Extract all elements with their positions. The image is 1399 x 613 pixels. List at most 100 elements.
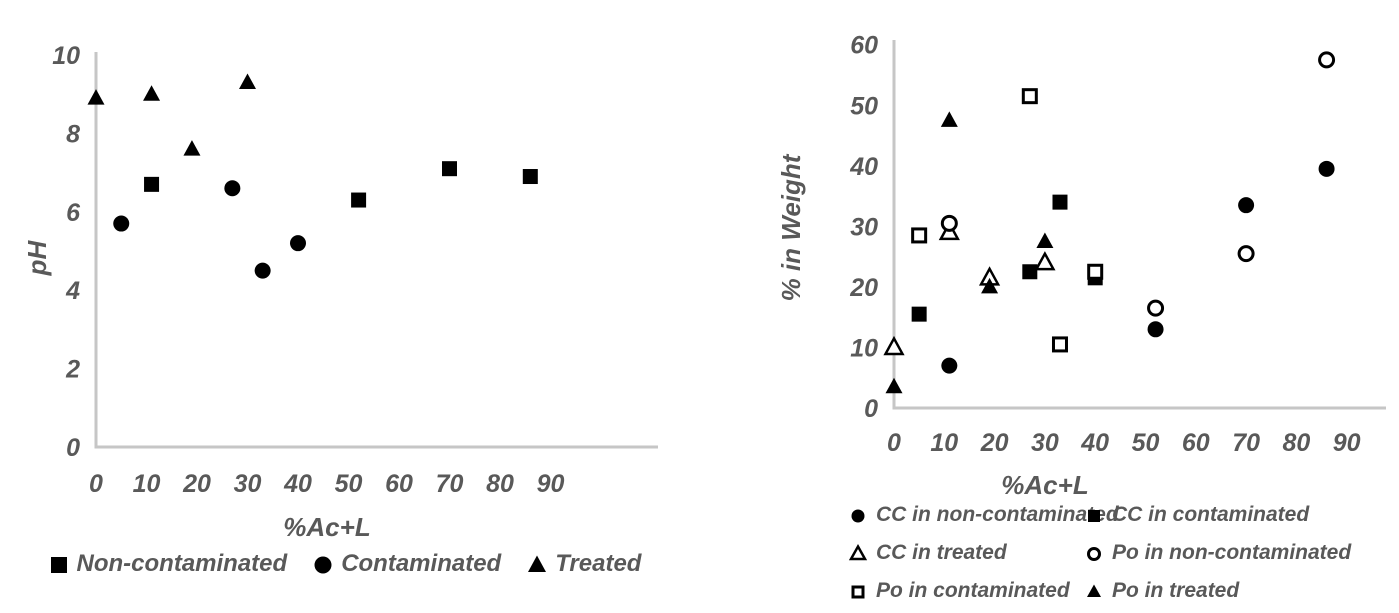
y-tick-label: 30	[850, 213, 878, 241]
filled-square-marker	[50, 557, 67, 573]
filled-circle-marker	[941, 357, 958, 374]
series-cc-in-non-contaminated	[941, 160, 1335, 374]
x-tick-label: 10	[133, 470, 161, 498]
legend-item-po-in-contaminated: Po in contaminated	[848, 579, 1084, 603]
legend-label: Po in treated	[1112, 579, 1240, 602]
filled-circle-marker	[290, 235, 306, 252]
filled-square-marker	[1088, 510, 1100, 522]
open-circle-marker	[1147, 299, 1165, 317]
legend-label: Po in contaminated	[876, 579, 1070, 602]
weight-chart: 0 10 20 30 40 50 60 0 10 20 30 40 50 60 70 80 90 %Ac+L % i…	[700, 0, 1399, 613]
filled-triangle-icon	[528, 555, 547, 572]
filled-circle-marker	[851, 509, 865, 523]
x-tick-label: 50	[1132, 429, 1160, 457]
series-non-contaminated	[144, 161, 538, 208]
y-tick-label: 0	[864, 395, 878, 423]
legend-label: CC in non-contaminated	[876, 503, 1119, 526]
filled-triangle-icon	[1087, 584, 1101, 597]
x-tick-label: 30	[234, 470, 262, 498]
open-triangle-marker	[1034, 251, 1056, 271]
filled-triangle-marker	[239, 73, 256, 89]
filled-circle-marker	[254, 262, 271, 279]
filled-square-marker	[144, 176, 160, 192]
series-contaminated	[113, 180, 306, 279]
y-tick-label: 60	[850, 32, 878, 60]
weight-chart-legend: CC in non-contaminated CC in contaminated…	[848, 496, 1374, 610]
filled-circle-marker	[113, 215, 130, 232]
legend-item-cc-in-non-contaminated: CC in non-contaminated	[848, 503, 1119, 527]
legend-label: CC in contaminated	[1112, 503, 1310, 526]
x-axis-title: %Ac+L	[283, 512, 370, 542]
x-tick-label: 90	[537, 470, 565, 498]
weight-scatter-plot: 0 10 20 30 40 50 60 0 10 20 30 40 50 60 70 80 90 %Ac+L % i…	[776, 32, 1386, 500]
legend-label: Non-contaminated	[76, 550, 288, 577]
filled-circle-icon	[314, 556, 332, 574]
x-tick-label: 90	[1333, 429, 1361, 457]
y-tick-label: 2	[65, 356, 80, 384]
y-tick-label: 10	[850, 334, 878, 362]
filled-circle-marker	[1238, 197, 1255, 214]
y-tick-label: 8	[66, 120, 80, 148]
y-tick-label: 6	[66, 199, 81, 227]
x-tick-label: 40	[1080, 429, 1109, 457]
series-treated	[87, 73, 256, 156]
legend-item-treated: Treated	[527, 550, 641, 578]
open-square-marker	[1051, 336, 1068, 353]
x-tick-label: 10	[930, 429, 958, 457]
open-circle-marker	[1237, 245, 1255, 263]
x-tick-label: 40	[283, 470, 312, 498]
filled-circle-marker	[314, 556, 332, 574]
filled-triangle-marker	[885, 377, 903, 394]
y-tick-label: 4	[65, 277, 80, 305]
filled-triangle-marker	[87, 89, 105, 105]
ph-chart: 0 2 4 6 8 10 0 10 20 30 40 50 60 70 80 90 %Ac+L pH Non-co…	[0, 0, 690, 613]
y-tick-label: 10	[52, 42, 80, 70]
y-axis-title: % in Weight	[776, 153, 806, 301]
filled-triangle-marker	[1036, 232, 1054, 248]
x-tick-label: 70	[1232, 429, 1260, 457]
legend-item-cc-in-treated: CC in treated	[848, 541, 1084, 565]
x-tick-label: 60	[1182, 429, 1210, 457]
open-square-marker	[911, 227, 928, 244]
series-cc-in-treated	[883, 220, 1056, 356]
filled-triangle-marker	[143, 85, 161, 101]
filled-square-icon	[1088, 510, 1100, 522]
x-tick-label: 50	[335, 470, 363, 498]
x-tick-label: 70	[436, 470, 464, 498]
x-tick-label: 30	[1031, 429, 1059, 457]
series-cc-in-contaminated	[911, 194, 1103, 322]
ph-chart-legend: Non-contaminated Contaminated Treated	[0, 550, 690, 578]
filled-square-marker	[522, 169, 538, 185]
legend-label: Po in non-contaminated	[1112, 541, 1352, 564]
x-tick-label: 60	[385, 470, 413, 498]
x-tick-label: 80	[486, 470, 514, 498]
x-axis-title: %Ac+L	[1001, 470, 1088, 500]
open-square-icon	[851, 585, 865, 599]
series-po-in-treated	[885, 111, 1054, 394]
open-square-marker	[851, 585, 865, 599]
open-square-marker	[1087, 263, 1104, 280]
y-tick-label: 40	[849, 153, 878, 181]
filled-circle-marker	[224, 180, 241, 197]
legend-label: CC in treated	[876, 541, 1007, 564]
open-square-marker	[1021, 88, 1038, 105]
filled-square-marker	[442, 161, 457, 177]
axis-lines	[892, 40, 1386, 410]
filled-triangle-marker	[940, 111, 958, 127]
x-tick-label: 20	[182, 470, 211, 498]
filled-triangle-marker	[528, 555, 547, 572]
y-tick-label: 20	[849, 274, 878, 302]
filled-square-marker	[351, 192, 367, 208]
legend-item-po-in-treated: Po in treated	[1084, 579, 1374, 603]
y-tick-label: 50	[850, 92, 878, 120]
filled-triangle-marker	[981, 277, 999, 294]
x-tick-label: 0	[89, 470, 103, 498]
legend-label: Contaminated	[341, 550, 502, 577]
open-triangle-marker	[883, 335, 905, 356]
legend-label: Treated	[555, 550, 642, 577]
legend-item-non-contaminated: Non-contaminated	[49, 550, 288, 578]
y-tick-label: 0	[66, 434, 80, 462]
ph-scatter-plot: 0 2 4 6 8 10 0 10 20 30 40 50 60 70 80 90 %Ac+L pH	[22, 42, 658, 542]
filled-square-marker	[1052, 194, 1068, 210]
